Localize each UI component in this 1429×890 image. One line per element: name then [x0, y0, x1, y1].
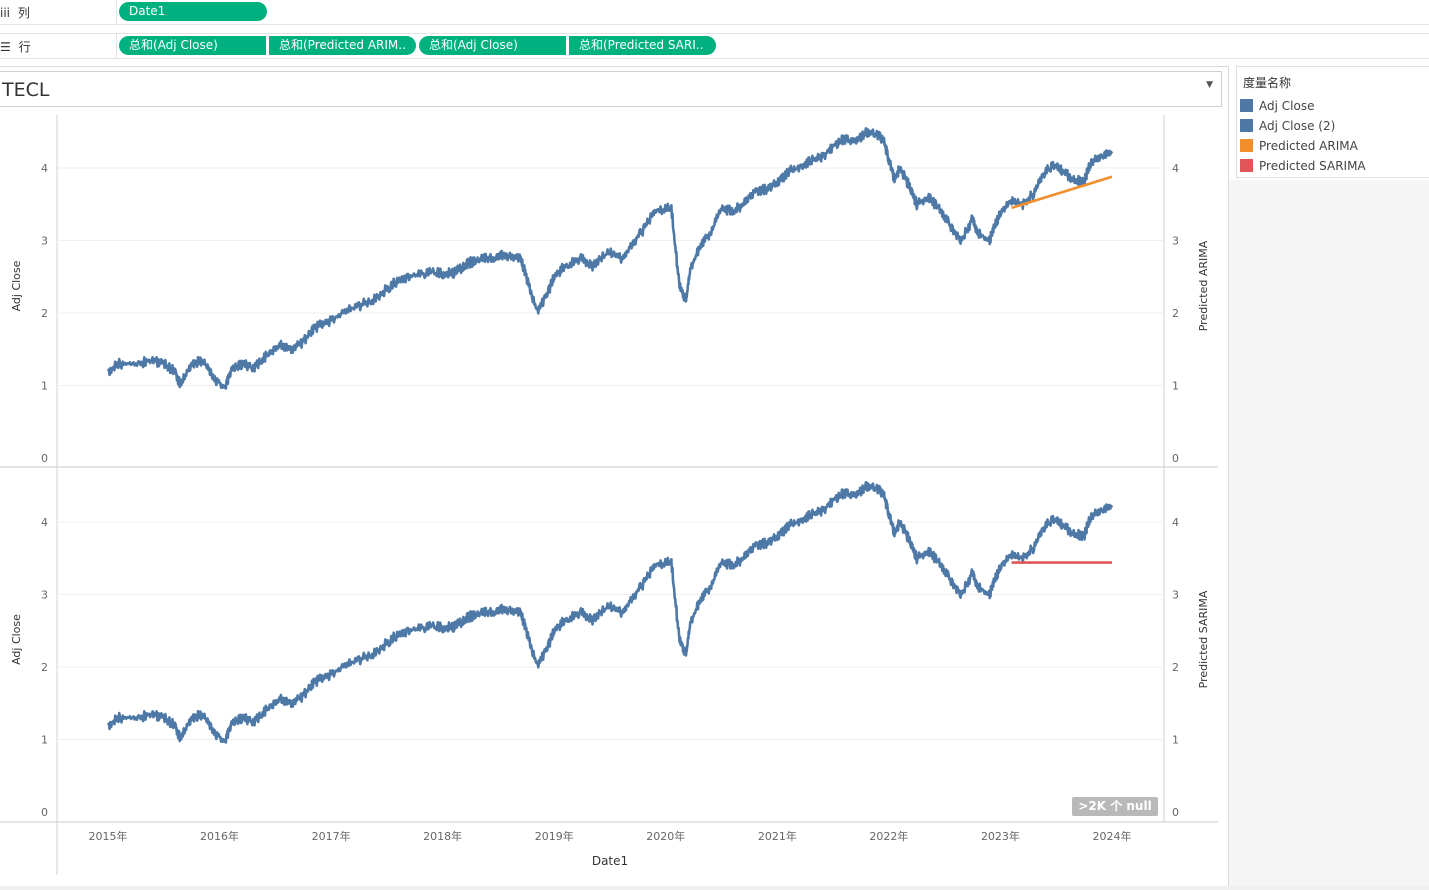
- y-tick-label: 3: [41, 589, 48, 602]
- chart-panel-arima: 0 0 1 1 2 2 3 3 4 4 Adj Close Predicted ARIMA: [0, 115, 1218, 468]
- y-tick-label: 3: [41, 235, 48, 248]
- y-tick-label: 4: [41, 516, 48, 529]
- legend-title: 度量名称: [1243, 76, 1292, 90]
- y-tick-label: 2: [41, 661, 48, 674]
- x-tick-label: 2018年: [423, 829, 462, 843]
- x-tick-label: 2024年: [1093, 829, 1132, 843]
- x-axis: 2015年 2016年 2017年 2018年 2019年 2020年 2021年 2022年…: [56, 822, 1132, 875]
- y-tick-label: 1: [41, 380, 48, 393]
- pill-date1[interactable]: Date1: [119, 2, 267, 21]
- pill-predicted-sarima[interactable]: 总和(Predicted SARI..: [569, 36, 716, 55]
- y2-tick-label: 3: [1172, 589, 1179, 602]
- legend-swatch: [1240, 99, 1253, 112]
- x-tick-label: 2016年: [200, 829, 239, 843]
- rows-shelf: ☰ 行 总和(Adj Close) 总和(Predicted ARIM.. 总和…: [0, 33, 1429, 59]
- chart-panel-sarima: 0 0 1 1 2 2 3 3 4 4 Adj Close Predicted SARIMA: [0, 467, 1218, 823]
- y2-tick-label: 4: [1172, 516, 1179, 529]
- y2-tick-label: 1: [1172, 380, 1179, 393]
- predicted-arima-line: [1011, 175, 1113, 210]
- adj-close-2-line: [106, 481, 1114, 744]
- x-axis-title: Date1: [592, 854, 628, 868]
- y-axis-title: Adj Close: [10, 260, 23, 311]
- y2-tick-label: 3: [1172, 235, 1179, 248]
- filter-title: TECL: [2, 79, 50, 101]
- null-badge[interactable]: >2K 个 null: [1072, 797, 1158, 816]
- y-axis-title: Adj Close: [10, 614, 23, 665]
- y2-tick-label: 0: [1172, 452, 1179, 465]
- adj-close-line: [106, 127, 1114, 390]
- columns-icon: iii: [0, 6, 11, 20]
- y-tick-label: 4: [41, 162, 48, 175]
- y2-tick-label: 2: [1172, 307, 1179, 320]
- legend-swatch: [1240, 119, 1253, 132]
- x-tick-label: 2023年: [981, 829, 1020, 843]
- y2-tick-label: 0: [1172, 806, 1179, 819]
- legend-swatch: [1240, 159, 1253, 172]
- x-tick-label: 2020年: [646, 829, 685, 843]
- y2-tick-label: 2: [1172, 661, 1179, 674]
- x-tick-label: 2022年: [869, 829, 908, 843]
- filter-dropdown[interactable]: TECL ▼: [0, 71, 1222, 107]
- y-tick-label: 1: [41, 734, 48, 747]
- columns-shelf: iii 列 Date1: [0, 0, 1429, 25]
- y-tick-label: 2: [41, 307, 48, 320]
- y2-tick-label: 4: [1172, 162, 1179, 175]
- y-tick-label: 0: [41, 806, 48, 819]
- chevron-down-icon[interactable]: ▼: [1206, 80, 1213, 90]
- legend-panel: 度量名称 Adj Close Adj Close (2) Predicted A…: [1236, 66, 1429, 178]
- y2-axis-title: Predicted ARIMA: [1197, 240, 1210, 331]
- y2-axis-title: Predicted SARIMA: [1197, 590, 1210, 688]
- rows-shelf-label: ☰ 行: [0, 40, 31, 54]
- rows-icon: ☰: [0, 40, 11, 54]
- columns-shelf-label: iii 列: [0, 6, 30, 20]
- x-tick-label: 2015年: [89, 829, 128, 843]
- pill-adj-close-1[interactable]: 总和(Adj Close): [119, 36, 266, 55]
- y-tick-label: 0: [41, 452, 48, 465]
- x-tick-label: 2021年: [758, 829, 797, 843]
- y2-tick-label: 1: [1172, 734, 1179, 747]
- chart-svg: 0 0 1 1 2 2 3 3 4 4 Adj Close Predicted ARIMA 0 0 1 1 2…: [0, 115, 1218, 875]
- pill-adj-close-2[interactable]: 总和(Adj Close): [419, 36, 566, 55]
- x-tick-label: 2017年: [312, 829, 351, 843]
- legend-swatch: [1240, 139, 1253, 152]
- pill-predicted-arima[interactable]: 总和(Predicted ARIM..: [269, 36, 416, 55]
- x-tick-label: 2019年: [535, 829, 574, 843]
